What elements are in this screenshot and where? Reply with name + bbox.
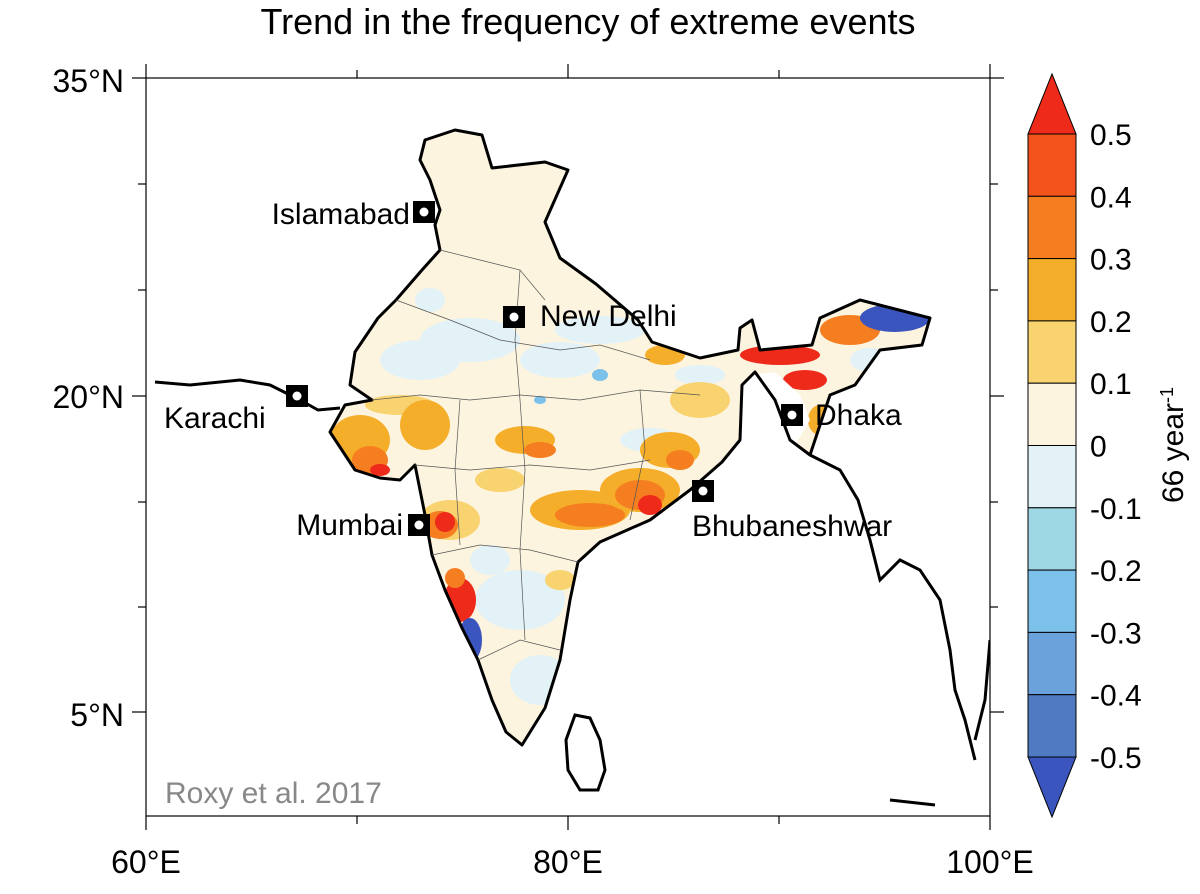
colorbar-tick-label: -0.4 (1090, 680, 1142, 713)
colorbar-tick-label: 0.5 (1090, 119, 1132, 152)
colorbar-swatch (1027, 320, 1077, 384)
city-marker-new-delhi (503, 306, 525, 328)
colorbar-swatch (1027, 445, 1077, 509)
lat-label-5n: 5°N (70, 697, 124, 733)
colorbar-swatch (1027, 569, 1077, 633)
colorbar-top-arrow (1027, 72, 1077, 135)
pakistan-coast (154, 378, 341, 412)
city-label-islamabad: Islamabad (272, 198, 410, 231)
colorbar-tick-label: 0.1 (1090, 368, 1132, 401)
axis-ticks (132, 64, 1004, 830)
colorbar-swatch (1027, 631, 1077, 696)
lon-label-100e: 100°E (946, 844, 1034, 880)
colorbar-swatch (1027, 694, 1077, 758)
east-coast-fragment (973, 639, 990, 741)
colorbar-tick-label: -0.1 (1090, 493, 1142, 526)
credit-text: Roxy et al. 2017 (165, 777, 382, 810)
city-marker-dhaka (781, 404, 803, 426)
city-marker-mumbai (408, 514, 430, 536)
colorbar-swatch (1027, 507, 1077, 571)
state-borders (371, 249, 701, 661)
city-marker-bhubaneshwar (692, 480, 714, 502)
city-marker-islamabad (413, 201, 435, 223)
lat-label-35n: 35°N (53, 63, 125, 99)
colorbar-swatch (1027, 133, 1077, 197)
colorbar-tick-label: 0.3 (1090, 244, 1132, 277)
lat-label-20n: 20°N (53, 379, 125, 415)
colorbar-swatch (1027, 195, 1077, 260)
sri-lanka (564, 713, 607, 792)
colorbar-tick-label: 0.4 (1090, 181, 1132, 214)
colorbar-tick-label: -0.5 (1090, 742, 1142, 775)
city-label-mumbai: Mumbai (296, 509, 403, 542)
colorbar-tick-label: 0 (1090, 431, 1107, 464)
city-marker-karachi (286, 385, 308, 407)
city-label-karachi: Karachi (164, 402, 266, 435)
colorbar-tick-label: -0.2 (1090, 555, 1142, 588)
city-markers (286, 201, 803, 536)
island-fragment (889, 798, 936, 807)
colorbar-tick-label: 0.2 (1090, 306, 1132, 339)
map-title: Trend in the frequency of extreme events (260, 1, 915, 42)
lon-label-60e: 60°E (111, 844, 181, 880)
colorbar-tick-label: -0.3 (1090, 617, 1142, 650)
colorbar: 0.5 0.4 0.3 0.2 0.1 0 -0.1 -0.2 -0.3 -0.4 -0.5 (1027, 72, 1142, 819)
myanmar-coast (809, 453, 977, 761)
colorbar-swatch (1027, 382, 1077, 447)
colorbar-unit-label: 66 year-1 (1157, 387, 1190, 503)
colorbar-swatch (1027, 258, 1077, 322)
lon-label-80e: 80°E (533, 844, 603, 880)
colorbar-bottom-arrow (1027, 756, 1077, 819)
city-label-new-delhi: New Delhi (540, 300, 677, 333)
india-outline (328, 128, 932, 747)
city-label-dhaka: Dhaka (815, 399, 902, 432)
city-label-bhubaneshwar: Bhubaneshwar (692, 510, 892, 543)
